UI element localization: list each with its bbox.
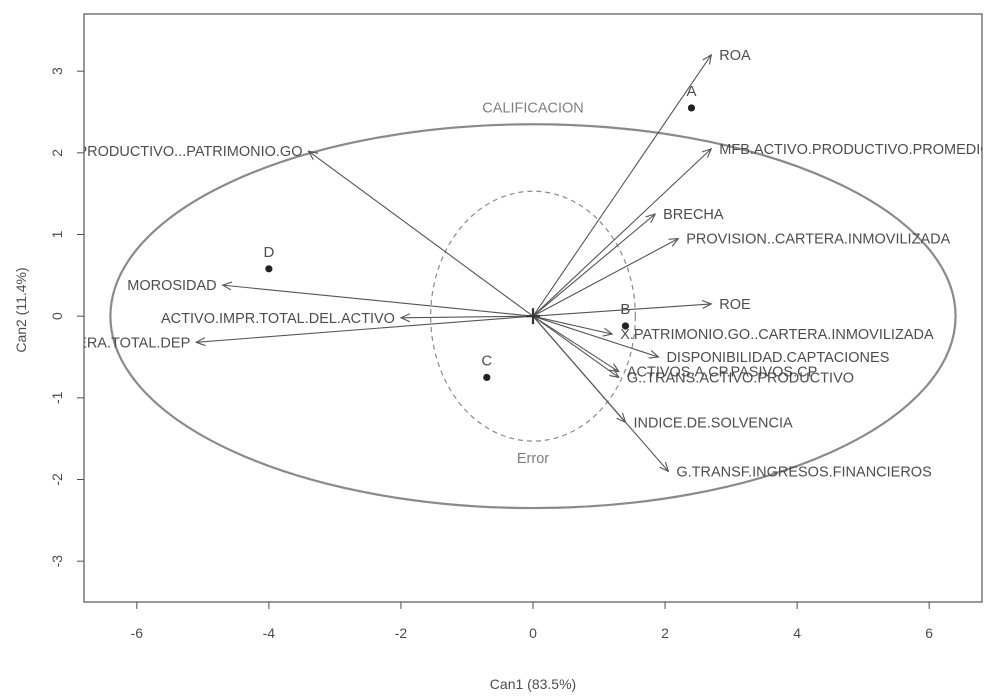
vector-label: X.PATRIMONIO.GO..CARTERA.INMOVILIZADA [620, 327, 934, 343]
vector-arrow [532, 315, 619, 372]
group-point [687, 104, 696, 112]
x-tick-label: 4 [793, 625, 801, 641]
ellipse-label: CALIFICACION [482, 100, 584, 116]
vector-label: ACTIVOS.A.CP.PASIVOS.CP [627, 365, 817, 381]
vector-arrow [401, 316, 534, 318]
vector-arrow [532, 55, 711, 317]
group-label: C [481, 352, 492, 369]
ellipses: CALIFICACION Error [109, 100, 957, 510]
y-tick-label: -1 [49, 391, 65, 404]
x-tick-label: 6 [925, 625, 933, 641]
x-tick-label: -4 [263, 625, 276, 641]
x-tick-label: 0 [529, 625, 537, 641]
y-axis: -3 -2 -1 0 1 2 3 [49, 67, 84, 567]
vector-arrow [532, 149, 711, 317]
vector-label: INDICE.DE.SOLVENCIA [633, 415, 793, 431]
y-tick-label: 0 [49, 312, 65, 320]
vector-label: PROVISION..CARTERA.INMOVILIZADA [686, 232, 950, 248]
vector-arrow [532, 214, 655, 317]
y-tick-label: -2 [49, 473, 65, 486]
vector-arrow [532, 239, 678, 317]
points: A B C D [263, 83, 696, 382]
vectors: ROA MFB.ACTIVO.PRODUCTIVO.PROMEDIO BRECHA P… [0, 48, 985, 481]
group-label: A [686, 83, 696, 100]
x-tick-label: 2 [661, 625, 669, 641]
x-axis: -6 -4 -2 0 2 4 6 [131, 602, 933, 641]
group-point [265, 265, 273, 273]
vector-label: ACTIVO.IMPR.TOTAL.DEL.ACTIVO [161, 311, 395, 327]
x-tick-label: -2 [395, 625, 408, 641]
vector-arrow [532, 315, 619, 377]
classification-ellipse [109, 123, 957, 510]
y-tick-label: 1 [49, 230, 65, 238]
x-tick-label: -6 [131, 625, 144, 641]
vector-label: G..TRANS.ACTIVO.PRODUCTIVO [627, 370, 854, 386]
vector-arrow [532, 304, 711, 317]
vector-label: MOROSIDAD.CARTERA.TOTAL.DEP [0, 335, 190, 351]
vector-label: ROE [719, 297, 751, 313]
vector-label: BRECHA [663, 207, 724, 223]
vector-arrow [309, 151, 534, 317]
error-ellipse [430, 190, 636, 442]
vector-label: DISPONIBILIDAD.CAPTACIONES [666, 350, 889, 366]
vector-label: MFB.ACTIVO.PRODUCTIVO.PROMEDIO [719, 142, 985, 158]
vector-label: G.TRANSF.INGRESOS.FINANCIEROS [676, 464, 931, 480]
vector-arrow [223, 285, 534, 317]
vector-label: ROA [719, 48, 751, 64]
vector-arrow [532, 315, 668, 471]
plot-area: CALIFICACION Error ROA MFB.ACTIVO.PRODUCTI… [0, 48, 985, 510]
y-tick-label: 2 [49, 149, 65, 157]
group-label: B [620, 301, 630, 318]
x-axis-title: Can1 (83.5%) [490, 676, 576, 692]
vector-label: MOROSIDAD [127, 278, 216, 294]
group-label: D [263, 244, 274, 261]
ellipse-label: Error [517, 451, 549, 467]
y-axis-title: Can2 (11.4%) [13, 267, 29, 352]
vector-arrow [532, 315, 612, 334]
vector-arrow [532, 315, 658, 357]
group-point [621, 322, 630, 330]
vector-label: ACTIVO.PRODUCTIVO...PATRIMONIO.GO [19, 144, 302, 160]
vector-arrow [196, 315, 534, 342]
y-tick-label: 3 [49, 67, 65, 75]
group-point [483, 373, 491, 382]
y-tick-label: -3 [49, 555, 65, 568]
